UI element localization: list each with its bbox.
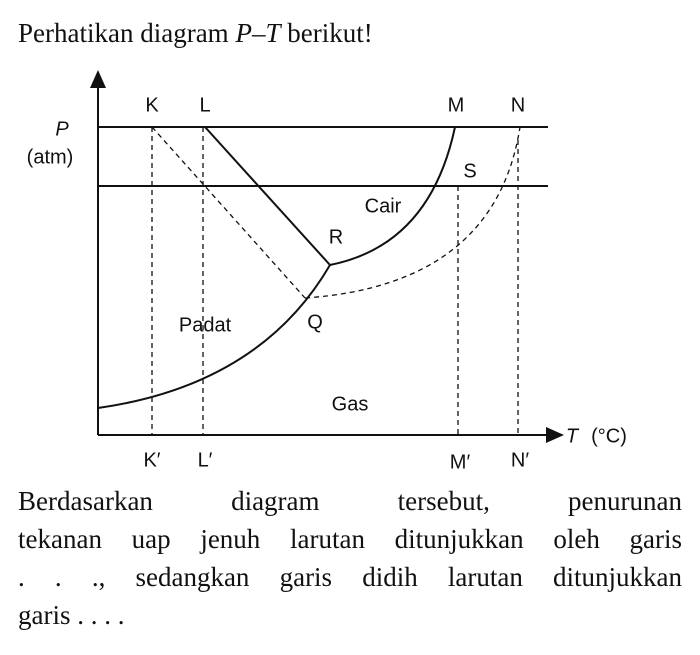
- body-line: garis . . . .: [18, 600, 125, 630]
- solution-boiling-curve: [304, 126, 521, 299]
- sublimation-curve: [97, 264, 331, 409]
- intro-text: –: [251, 18, 266, 48]
- label: K′: [143, 449, 160, 471]
- melting-line: [204, 126, 331, 266]
- region-label: Padat: [179, 314, 232, 336]
- pt-diagram: K L M N K′ L′ M′ N′ P (atm) T (°C) S R Q…: [27, 70, 627, 473]
- label: K: [145, 94, 159, 116]
- axis-label: (atm): [27, 146, 74, 168]
- region-label: Cair: [365, 195, 402, 217]
- point-label: S: [463, 160, 476, 182]
- body-line: tekanan uap jenuh larutan ditunjukkan ol…: [18, 524, 682, 554]
- question-body: Berdasarkan diagram tersebut, penurunan …: [18, 482, 682, 634]
- body-line: . . ., sedangkan garis didih larutan dit…: [18, 562, 682, 592]
- intro: Perhatikan diagram P–T berikut!: [18, 18, 373, 49]
- label: N: [511, 94, 525, 116]
- point-label: R: [329, 226, 343, 248]
- intro-text: Perhatikan diagram: [18, 18, 236, 48]
- label: N′: [511, 449, 529, 471]
- intro-text: berikut!: [280, 18, 373, 48]
- region-label: Gas: [332, 393, 369, 415]
- intro-symbol: P: [235, 18, 252, 48]
- label: L: [199, 94, 210, 116]
- axis-label: (°C): [591, 425, 627, 447]
- solution-freezing-line: [151, 126, 306, 299]
- axis-label: P: [55, 118, 69, 140]
- axis-label: T: [566, 425, 580, 447]
- body-line: Berdasarkan diagram tersebut, penurunan: [18, 486, 682, 516]
- label: L′: [198, 449, 213, 471]
- label: M′: [450, 451, 471, 473]
- point-label: Q: [307, 311, 323, 333]
- intro-symbol: T: [265, 18, 281, 48]
- label: M: [448, 94, 465, 116]
- boiling-curve: [329, 126, 456, 266]
